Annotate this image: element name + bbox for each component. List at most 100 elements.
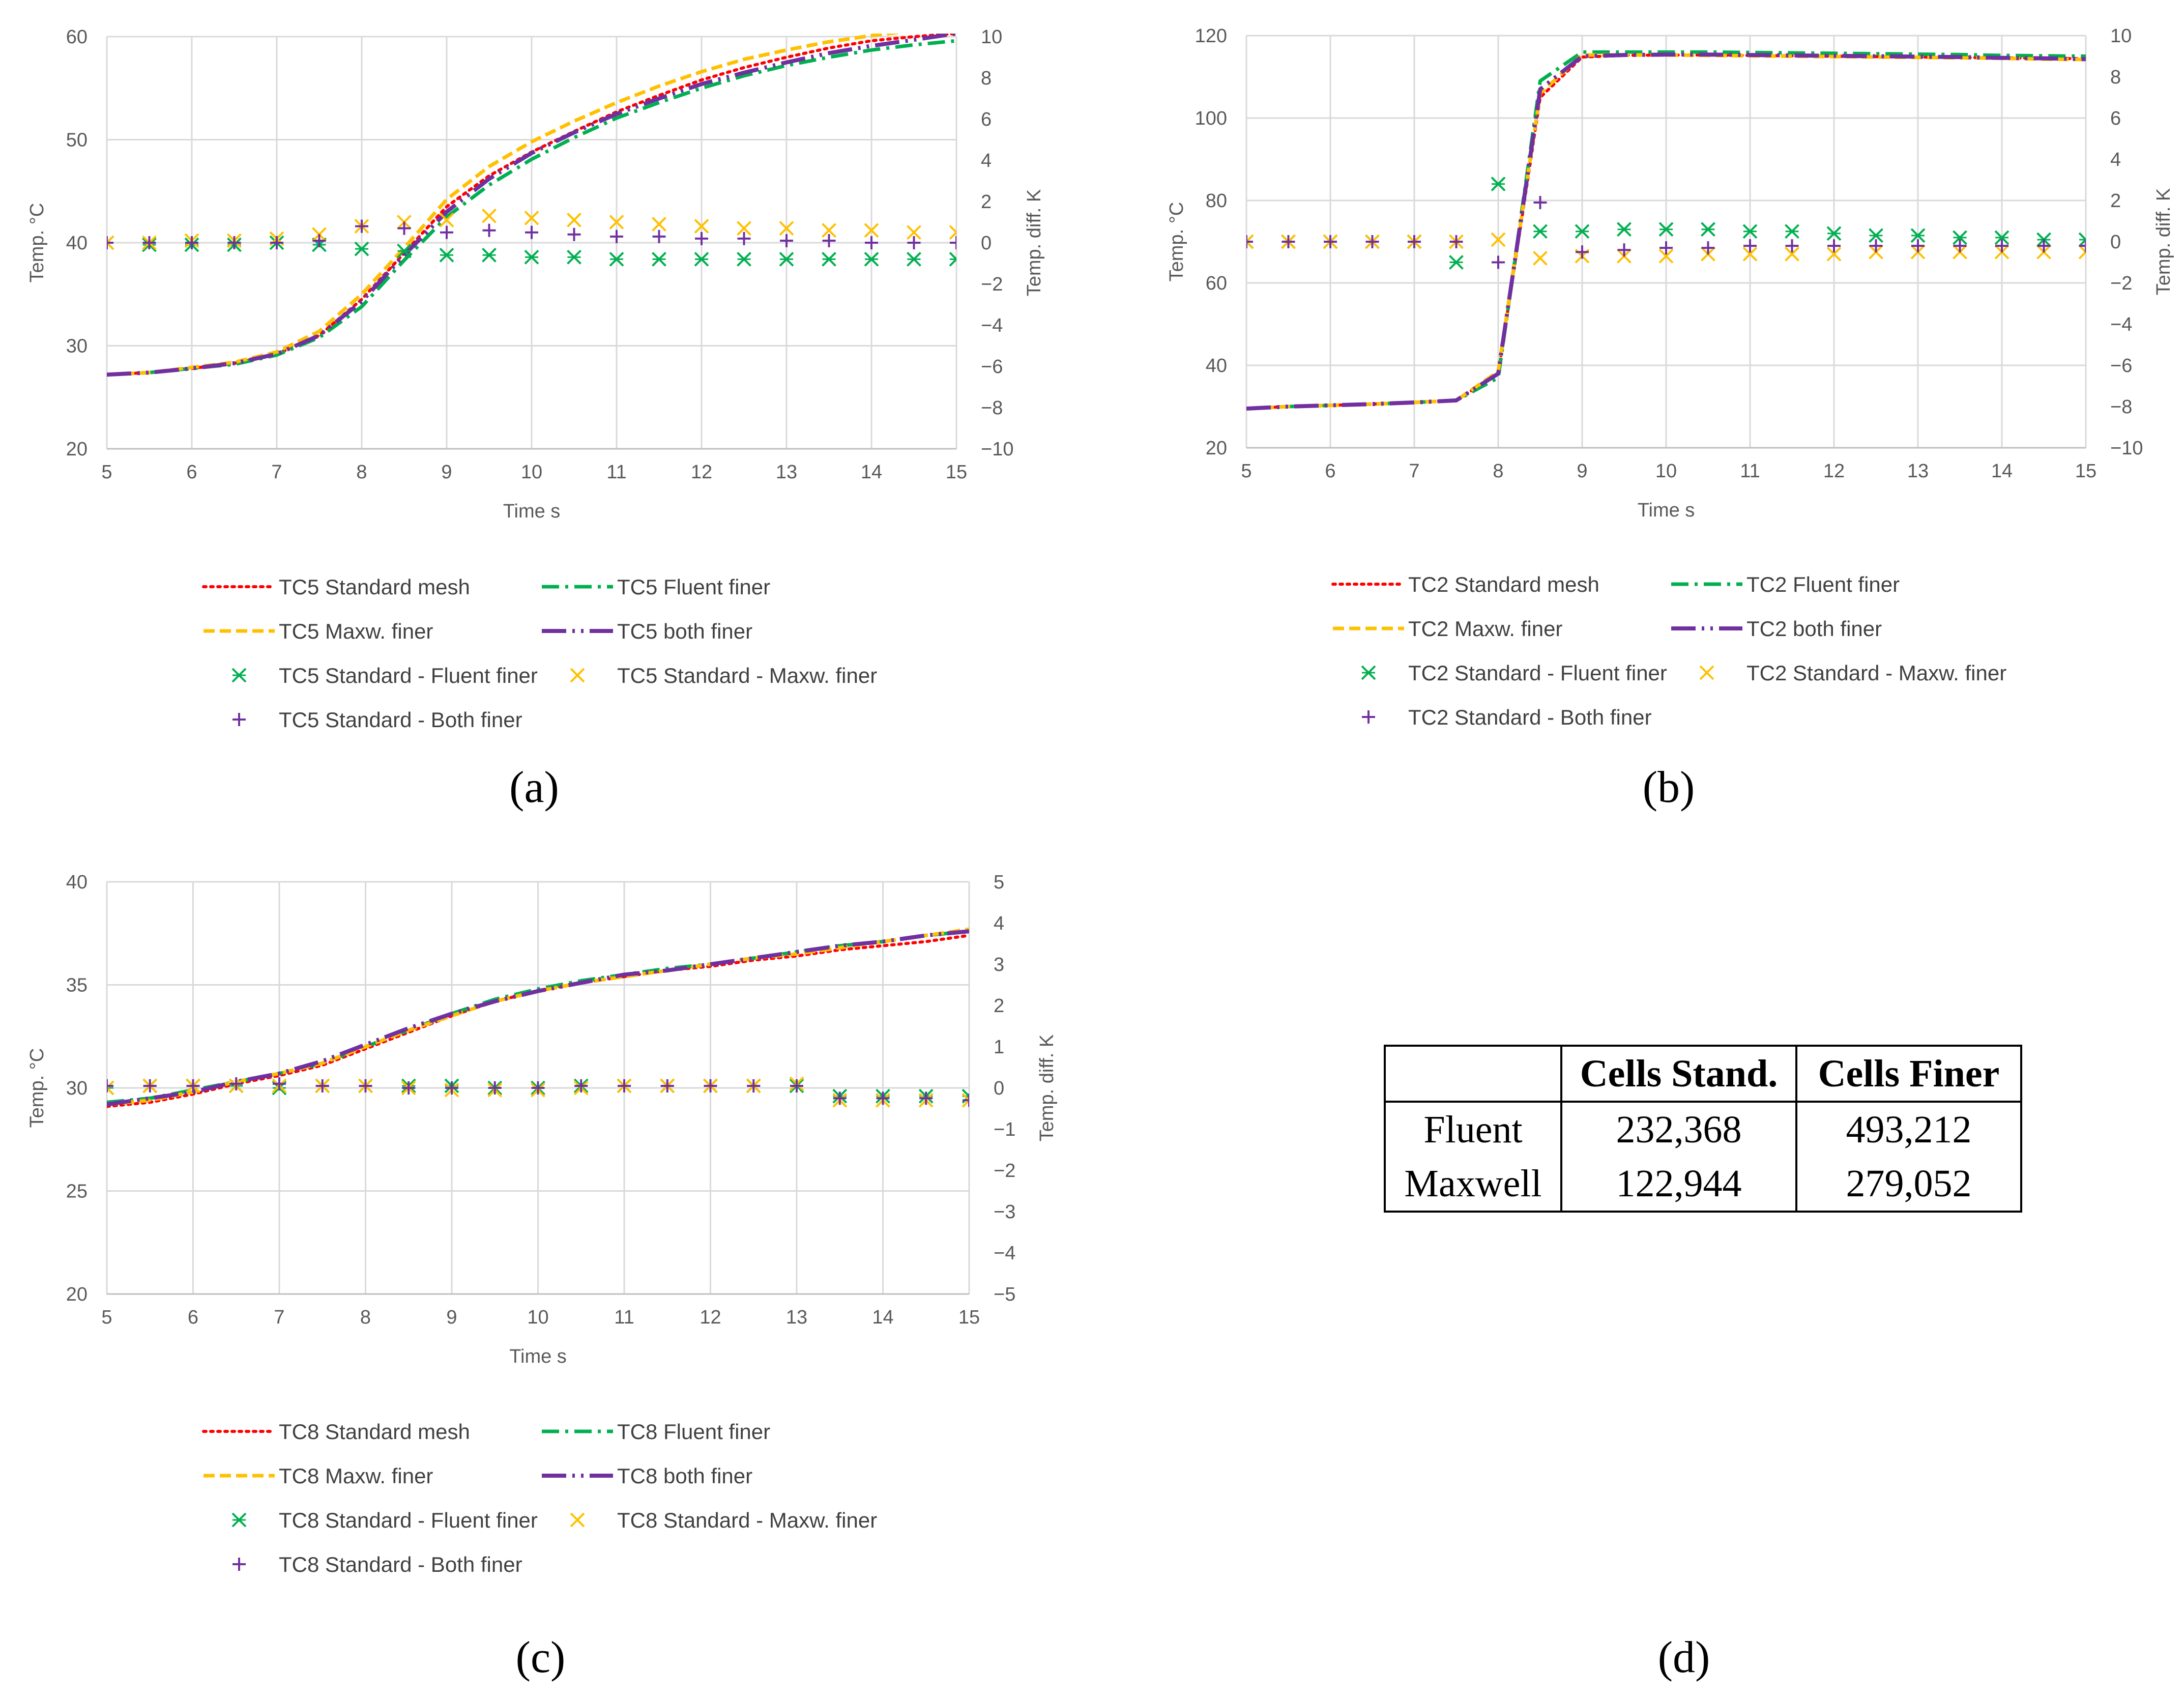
legend-item: TC5 Standard mesh (202, 575, 470, 599)
legend-item: TC2 Maxw. finer (1333, 617, 1562, 641)
table-caption: (d) (1658, 1633, 1710, 1682)
x-tick-label: 11 (614, 1307, 634, 1328)
legend-label: TC5 both finer (617, 619, 752, 643)
data-point-asterisk-d1 (962, 1088, 969, 1098)
legend-item: TC2 Standard - Maxw. finer (1699, 661, 2006, 685)
table-cell: 279,052 (1795, 1157, 2022, 1213)
x-tick-label: 8 (356, 462, 367, 483)
legend-label: TC2 Standard - Both finer (1408, 705, 1652, 729)
data-point-x-d2 (1742, 246, 1758, 262)
legend: TC5 Standard mesh TC5 Fluent finer TC5 Max… (202, 575, 877, 732)
y2-tick-label: 6 (2110, 108, 2121, 129)
legend-label: TC5 Standard - Fluent finer (279, 664, 538, 687)
legend: TC2 Standard mesh TC2 Fluent finer TC2 Max… (1331, 572, 2006, 729)
x-tick-label: 15 (2075, 461, 2096, 482)
y-tick-label: 40 (66, 233, 88, 254)
y2-tick-label: 0 (994, 1078, 1004, 1099)
x-tick-label: 7 (271, 462, 282, 483)
y-tick-label: 20 (66, 1284, 88, 1305)
y2-tick-label: −2 (981, 274, 1003, 295)
legend-item: TC8 Fluent finer (542, 1420, 770, 1444)
data-point-asterisk-d1 (2078, 232, 2086, 241)
y2-tick-label: 0 (2110, 232, 2121, 253)
table-cell: 232,368 (1560, 1101, 1797, 1157)
y2-tick-label: −3 (994, 1201, 1015, 1223)
y2-axis-title: Temp. diff. K (2153, 188, 2174, 296)
data-point-x-d1 (2078, 244, 2086, 254)
legend-label: TC2 Standard - Fluent finer (1408, 661, 1667, 685)
x-tick-label: 10 (1655, 461, 1677, 482)
data-point-asterisk-d1 (949, 251, 956, 261)
x-tick-label: 12 (691, 462, 712, 483)
legend-item: TC8 both finer (542, 1464, 752, 1488)
legend-item: TC5 Standard - Both finer (232, 708, 522, 732)
data-point-x-d2 (652, 217, 666, 232)
y2-tick-label: 2 (2110, 190, 2121, 212)
x-tick-label: 8 (360, 1307, 371, 1328)
y-tick-label: 35 (66, 975, 88, 996)
data-point-x-d1 (1246, 240, 1254, 249)
y-tick-label: 50 (66, 130, 88, 151)
legend-item: TC5 Maxw. finer (203, 619, 433, 643)
x-tick-label: 7 (1409, 461, 1419, 482)
y2-axis-title: Temp. diff. K (1024, 189, 1045, 297)
legend-item: TC2 Standard mesh (1331, 572, 1599, 596)
y2-tick-label: −2 (2110, 273, 2132, 294)
x-tick-label: 6 (186, 462, 197, 483)
y2-tick-label: 10 (981, 26, 1002, 48)
y-tick-label: 100 (1195, 108, 1227, 129)
y2-axis-title: Temp. diff. K (1036, 1034, 1058, 1142)
legend-label: TC5 Fluent finer (617, 575, 770, 599)
data-point-asterisk-d2 (949, 257, 956, 267)
y-tick-labels: 20 30 40 50 60 (66, 26, 88, 460)
legend-label: TC2 Standard - Maxw. finer (1746, 661, 2006, 685)
data-point-x-d1 (107, 241, 114, 250)
legend: TC8 Standard mesh TC8 Fluent finer TC8 Max… (202, 1420, 877, 1576)
y-tick-label: 40 (1206, 355, 1227, 377)
data-point-x-d2 (107, 1080, 114, 1089)
y2-tick-label: −4 (981, 315, 1003, 336)
y2-tick-label: −5 (994, 1284, 1015, 1305)
table-header-cells-stand: Cells Stand. (1560, 1045, 1797, 1103)
legend-item: TC8 Standard - Fluent finer (231, 1508, 538, 1532)
legend-label: TC2 Standard mesh (1408, 572, 1599, 596)
y2-tick-label: −1 (994, 1119, 1015, 1140)
y-tick-label: 60 (66, 26, 88, 48)
legend-label: TC8 both finer (617, 1464, 752, 1488)
x-tick-label: 8 (1493, 461, 1503, 482)
legend-label: TC8 Maxw. finer (279, 1464, 433, 1488)
y-tick-label: 20 (1206, 438, 1227, 459)
series-line-both (107, 34, 956, 377)
data-point-x-d2 (1658, 248, 1674, 264)
table-cell: 493,212 (1795, 1101, 2022, 1157)
legend-swatch-marker-d2 (1699, 665, 1714, 680)
y2-tick-label: −4 (2110, 314, 2132, 335)
y2-tick-label: −8 (981, 397, 1003, 419)
x-tick-label: 14 (861, 462, 882, 483)
y2-tick-label: 1 (994, 1037, 1004, 1058)
legend-item: TC8 Maxw. finer (203, 1464, 433, 1488)
legend-item: TC5 Standard - Maxw. finer (570, 664, 877, 687)
x-tick-label: 15 (946, 462, 967, 483)
legend-label: TC5 Standard mesh (279, 575, 470, 599)
y2-tick-label: 4 (994, 913, 1004, 934)
y2-tick-label: 0 (981, 233, 992, 254)
legend-item: TC2 Fluent finer (1671, 572, 1900, 596)
y-tick-label: 30 (66, 336, 88, 357)
data-point-x-d2 (1533, 250, 1548, 266)
y2-tick-label: 6 (981, 109, 992, 130)
x-tick-label: 13 (786, 1307, 807, 1328)
series-group (107, 927, 969, 1108)
y2-tick-label: −10 (981, 439, 1013, 460)
y-tick-label: 25 (66, 1181, 88, 1202)
data-point-x-d2 (2078, 250, 2086, 260)
y2-tick-label: 10 (2110, 25, 2132, 47)
legend-label: TC8 Standard - Fluent finer (279, 1508, 538, 1532)
data-point-x-d2 (1246, 234, 1254, 243)
x-tick-label: 11 (606, 462, 626, 483)
legend-item: TC2 Standard - Fluent finer (1361, 661, 1667, 685)
y2-tick-label: 8 (981, 68, 992, 89)
table-header-cells-finer: Cells Finer (1795, 1045, 2022, 1103)
chart-caption: (a) (509, 763, 559, 812)
